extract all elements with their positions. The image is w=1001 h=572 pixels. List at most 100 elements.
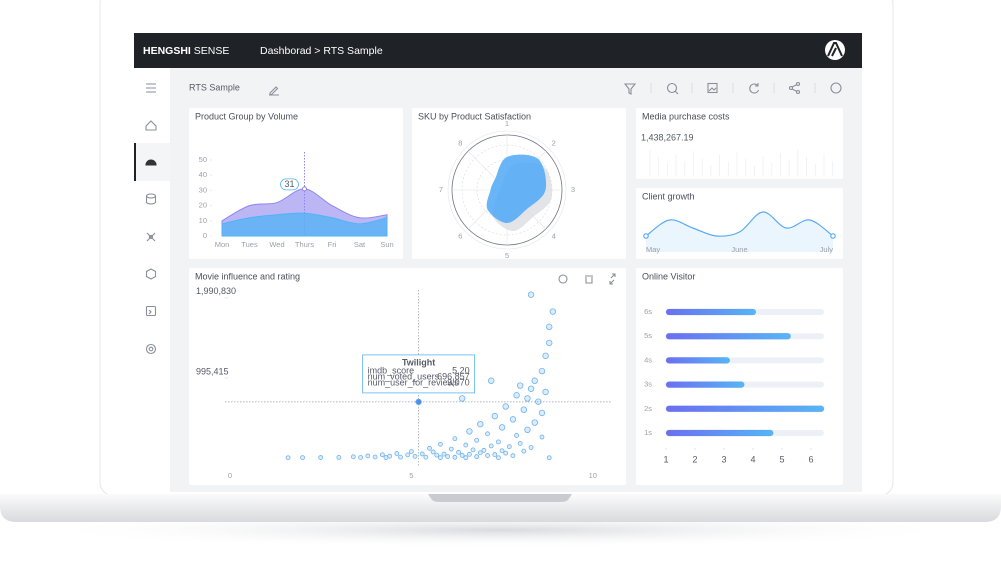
point bbox=[542, 388, 549, 396]
point bbox=[467, 451, 472, 457]
x-tick-label: Wed bbox=[269, 240, 284, 249]
y-tick-label: 30 bbox=[199, 185, 207, 194]
point bbox=[549, 308, 557, 315]
tooltip-label: imdb_score bbox=[368, 365, 415, 375]
y-tick-label: 40 bbox=[199, 170, 207, 179]
y-tick-label: 3s bbox=[644, 380, 652, 389]
point bbox=[830, 233, 836, 239]
tooltip-value: 3,070 bbox=[447, 377, 470, 387]
panel bbox=[636, 268, 843, 485]
axis-label: 7 bbox=[439, 185, 443, 194]
y-tick-label: 995,415 bbox=[196, 366, 229, 376]
point bbox=[491, 412, 499, 420]
point bbox=[458, 395, 466, 402]
point bbox=[452, 436, 458, 442]
selected-point bbox=[416, 399, 422, 405]
point bbox=[509, 416, 517, 423]
x-tick-label: 5 bbox=[409, 471, 413, 480]
brand-bold: HENGSHI bbox=[143, 45, 191, 57]
point bbox=[546, 455, 552, 461]
x-tick-label: Sat bbox=[354, 240, 366, 249]
point bbox=[300, 455, 305, 461]
point bbox=[487, 377, 495, 384]
axis-label: 3 bbox=[571, 185, 575, 194]
point bbox=[506, 444, 512, 450]
dashboard-title: RTS Sample bbox=[189, 82, 240, 92]
point bbox=[510, 453, 516, 459]
bar bbox=[665, 381, 745, 388]
point bbox=[463, 442, 469, 448]
panel bbox=[636, 108, 843, 179]
x-tick-label: Sun bbox=[380, 240, 393, 249]
x-tick-label: June bbox=[731, 245, 747, 254]
point bbox=[441, 451, 447, 457]
axis-label: 5 bbox=[505, 251, 509, 260]
point bbox=[448, 446, 454, 452]
point bbox=[535, 398, 542, 405]
delete-icon bbox=[585, 275, 593, 284]
point bbox=[466, 428, 473, 435]
point bbox=[452, 454, 458, 460]
point bbox=[379, 452, 385, 458]
tooltip-value: 696,857 bbox=[437, 371, 470, 381]
panel-title: Media purchase costs bbox=[642, 111, 730, 121]
y-tick-label: 1,990,830 bbox=[196, 286, 236, 296]
point bbox=[405, 452, 411, 458]
point bbox=[302, 186, 307, 192]
point bbox=[437, 441, 443, 447]
expand-icon bbox=[609, 273, 616, 285]
point bbox=[481, 447, 487, 453]
y-tick-label: 50 bbox=[199, 155, 207, 164]
bar bbox=[665, 308, 756, 316]
panel-title: Online Visitor bbox=[642, 271, 695, 281]
panel-icons[interactable] bbox=[558, 273, 616, 285]
y-tick-label: 1s bbox=[644, 428, 652, 437]
point bbox=[474, 454, 480, 460]
brand-light: SENSE bbox=[194, 45, 230, 57]
point bbox=[350, 454, 356, 460]
panel bbox=[636, 188, 843, 259]
tooltip-label: num_voted_users bbox=[368, 371, 440, 381]
point bbox=[503, 450, 509, 456]
radar-area bbox=[486, 154, 547, 223]
point bbox=[538, 367, 546, 375]
label-bubble bbox=[280, 178, 299, 191]
point bbox=[456, 449, 461, 455]
point bbox=[499, 448, 505, 454]
point bbox=[542, 352, 549, 359]
point bbox=[527, 291, 535, 298]
x-tick-label: 0 bbox=[228, 471, 232, 480]
data-label: 31 bbox=[284, 179, 294, 189]
point bbox=[488, 443, 494, 449]
info-icon bbox=[558, 274, 568, 284]
brand: HENGSHI SENSE bbox=[143, 45, 229, 57]
point bbox=[423, 454, 429, 460]
point bbox=[412, 453, 418, 459]
point bbox=[492, 452, 498, 457]
point bbox=[485, 453, 490, 458]
point bbox=[358, 455, 363, 460]
x-tick-label: July bbox=[820, 245, 834, 254]
point bbox=[496, 439, 501, 445]
edit-icon[interactable] bbox=[269, 86, 279, 96]
line bbox=[645, 211, 834, 237]
sidebar bbox=[134, 68, 170, 492]
point bbox=[524, 395, 531, 402]
point bbox=[430, 449, 436, 455]
toolbar-icons[interactable] bbox=[623, 81, 842, 95]
axis-label: 1 bbox=[505, 119, 509, 128]
point bbox=[520, 406, 528, 413]
breadcrumb[interactable]: Dashborad > RTS Sample bbox=[260, 45, 383, 57]
point bbox=[528, 445, 534, 450]
axis-label: 4 bbox=[552, 232, 556, 241]
bar bbox=[665, 429, 774, 437]
point bbox=[285, 455, 291, 461]
point bbox=[463, 455, 469, 461]
sidebar-icons[interactable] bbox=[145, 83, 157, 355]
point bbox=[470, 447, 476, 453]
point bbox=[437, 455, 443, 461]
point bbox=[474, 437, 480, 443]
x-tick-label: 6 bbox=[808, 454, 813, 464]
point bbox=[517, 441, 523, 446]
